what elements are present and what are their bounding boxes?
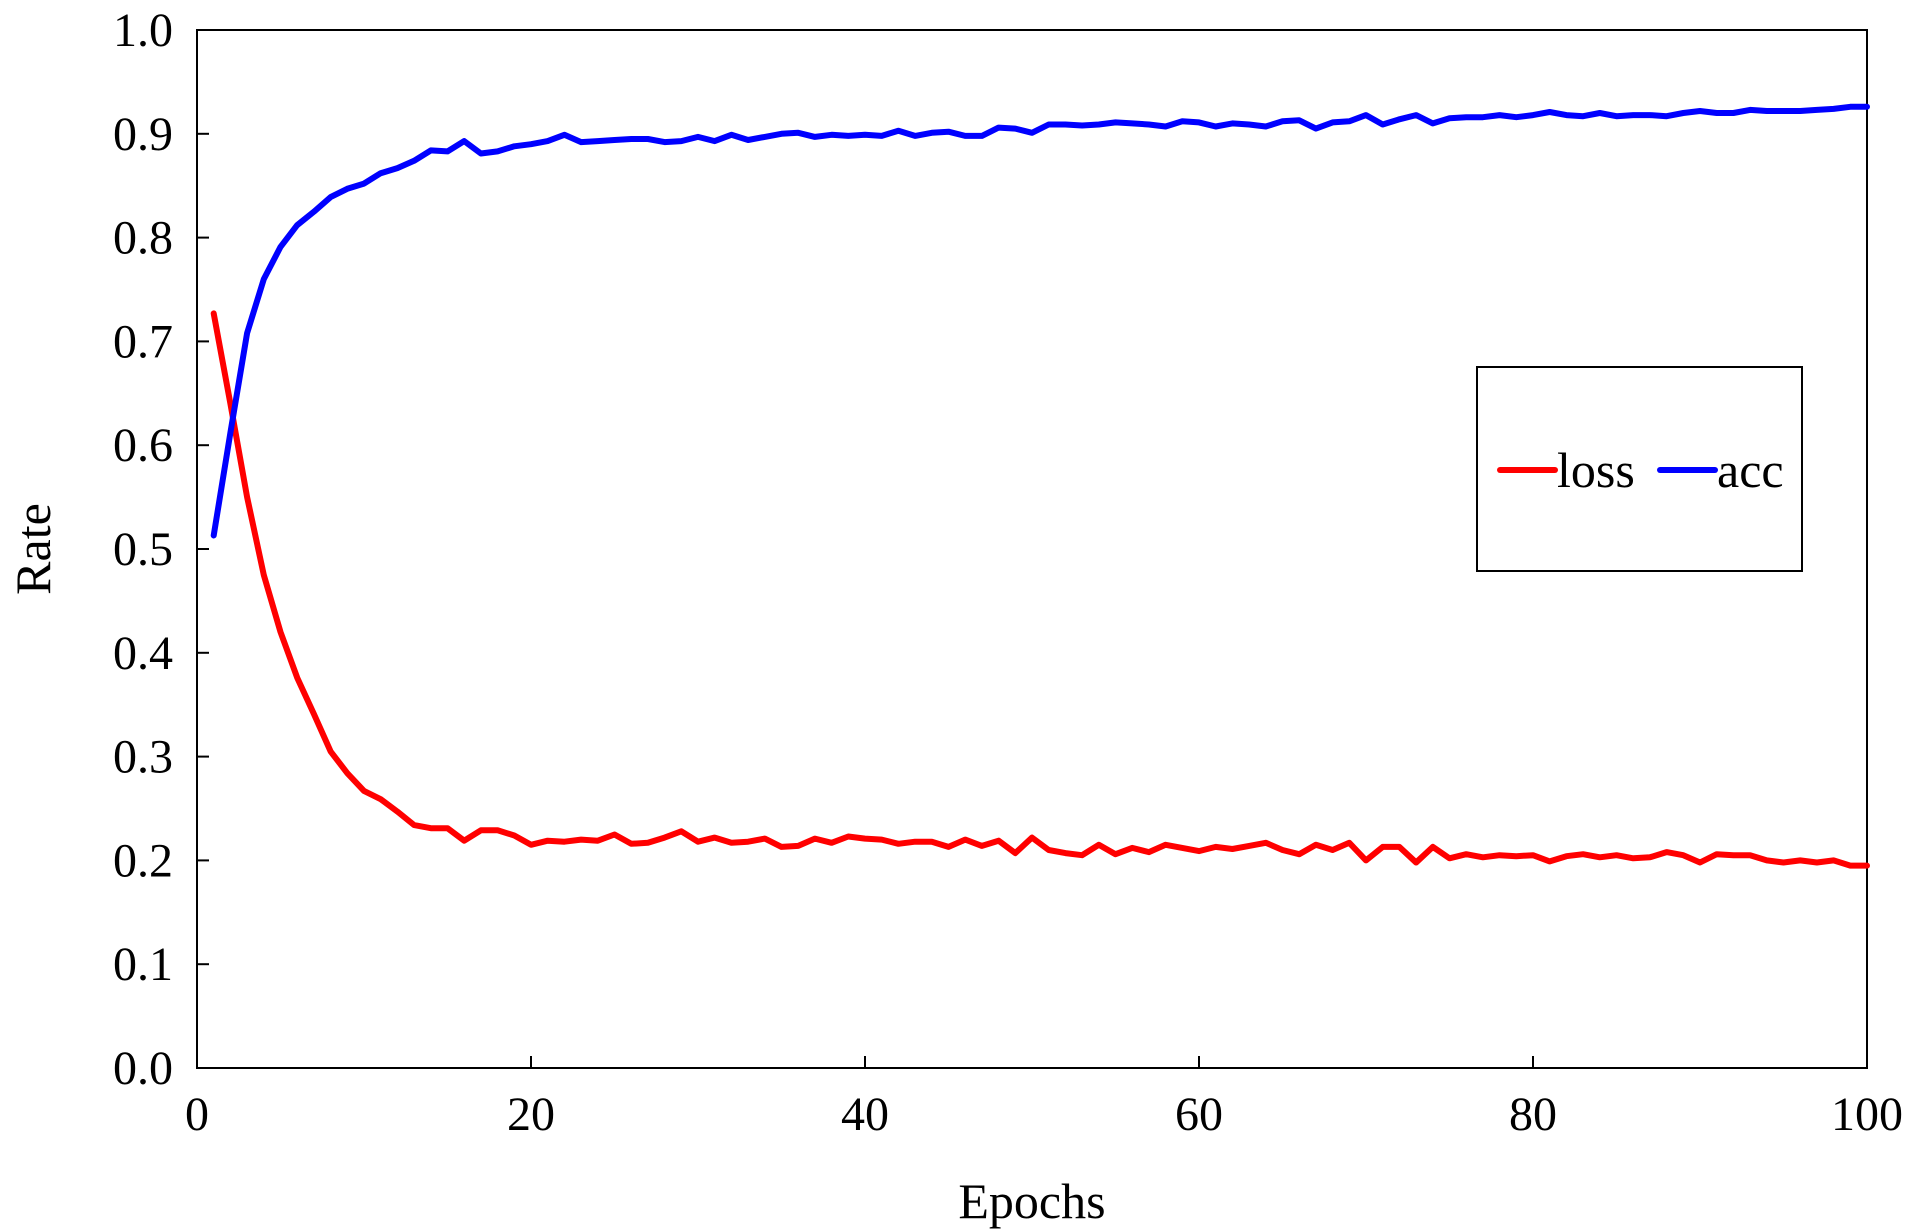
y-axis: 0.0 0.1 0.2 0.3 0.4 0.5 0.6 0.7 0.8 0.9 1.0	[113, 4, 209, 1095]
x-tick-label: 60	[1175, 1088, 1223, 1141]
y-tick-label: 0.4	[113, 627, 173, 680]
y-tick-label: 0.0	[113, 1042, 173, 1095]
y-tick-label: 0.3	[113, 731, 173, 784]
y-tick-label: 0.8	[113, 212, 173, 265]
legend-label-acc: acc	[1717, 442, 1784, 498]
x-axis: 0 20 40 60 80 100	[185, 1056, 1903, 1141]
x-axis-title: Epochs	[958, 1173, 1105, 1229]
x-tick-label: 100	[1831, 1088, 1903, 1141]
x-tick-label: 80	[1509, 1088, 1557, 1141]
series-layer	[210, 103, 1870, 869]
series-line-loss	[210, 310, 1870, 869]
x-tick-label: 20	[507, 1088, 555, 1141]
legend-label-loss: loss	[1557, 442, 1635, 498]
y-tick-label: 0.6	[113, 419, 173, 472]
y-tick-label: 0.7	[113, 315, 173, 368]
x-tick-label: 40	[841, 1088, 889, 1141]
y-tick-label: 0.9	[113, 108, 173, 161]
legend: loss acc	[1476, 366, 1803, 572]
series-line-acc	[210, 103, 1870, 539]
y-tick-label: 0.5	[113, 523, 173, 576]
y-tick-label: 0.2	[113, 834, 173, 887]
y-axis-title: Rate	[5, 503, 61, 595]
x-tick-label: 0	[185, 1088, 209, 1141]
y-tick-label: 1.0	[113, 4, 173, 57]
y-tick-label: 0.1	[113, 938, 173, 991]
